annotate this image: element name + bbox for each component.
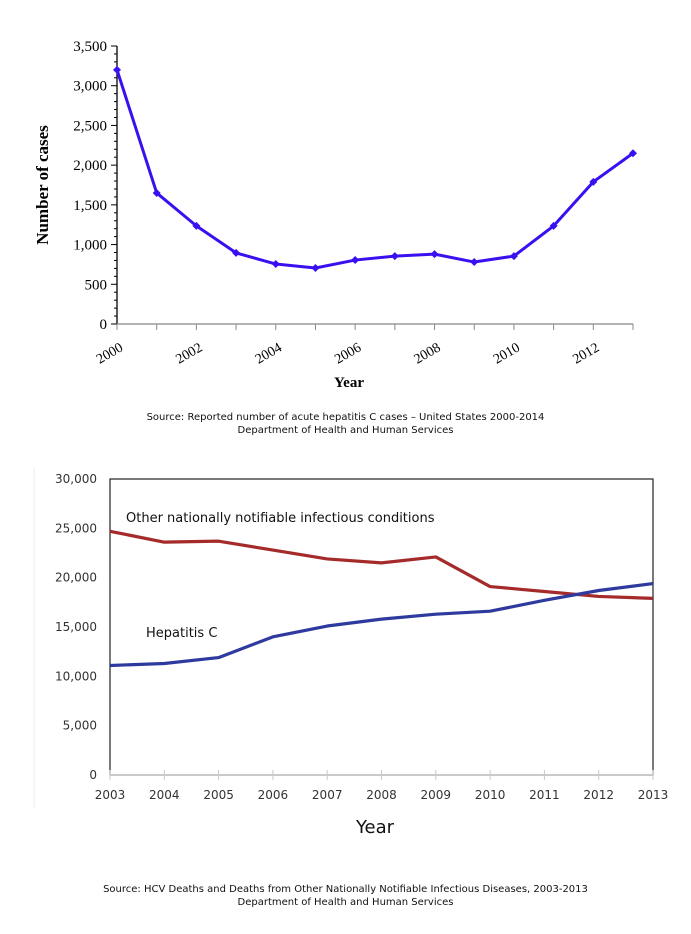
data-point-marker [629,149,637,158]
data-point-marker [351,256,360,265]
y-tick-label: 2,500 [73,118,107,134]
x-tick-label: 2004 [149,788,180,802]
data-point-marker [152,188,161,197]
x-tick-label: 2003 [95,788,126,802]
data-point-marker [192,221,201,230]
x-tick-label: 2007 [312,788,343,802]
x-tick-label: 2005 [203,788,234,802]
x-tick-label: 2012 [583,788,614,802]
data-point-marker [390,252,399,261]
x-tick-label: 2006 [258,788,289,802]
series-line-acute-cases [115,69,634,270]
y-axis-label: Number of cases [33,125,52,245]
data-point-marker [232,248,241,257]
chart2-department-line: Department of Health and Human Services [237,897,454,908]
y-tick-label: 30,000 [55,472,97,486]
annotation-other-conditions: Other nationally notifiable infectious c… [126,511,435,526]
chart2-caption: Source: HCV Deaths and Deaths from Other… [0,883,691,909]
y-tick-label: 0 [89,768,97,782]
data-point-marker [113,65,121,74]
y-tick-label: 20,000 [55,571,97,585]
x-tick-label: 2010 [475,788,506,802]
annotation-hepatitis-c: Hepatitis C [146,626,217,641]
y-tick-label: 500 [85,277,108,293]
series-line-hepatitis-c [109,581,654,668]
x-axis-label: Year [355,817,395,838]
x-tick-label: 2009 [421,788,452,802]
y-tick-label: 1,500 [73,198,107,214]
x-axis-label: Year [334,375,364,391]
series-line-other-conditions [109,529,654,600]
x-tick-label: 2008 [366,788,397,802]
x-tick-label: 2013 [638,788,669,802]
y-tick-label: 1,000 [73,238,107,254]
y-tick-label: 25,000 [55,521,97,535]
y-tick-label: 15,000 [55,620,97,634]
data-point-marker [430,250,439,259]
data-point-marker [311,264,320,273]
y-tick-label: 10,000 [55,669,97,683]
chart1-department-line: Department of Health and Human Services [237,425,454,436]
y-tick-label: 5,000 [63,719,97,733]
y-tick-label: 2,000 [73,158,107,174]
chart1-source-line: Source: Reported number of acute hepatit… [146,412,545,423]
y-tick-label: 3,500 [73,39,107,55]
data-point-marker [271,260,280,269]
y-tick-label: 3,000 [73,79,107,95]
data-point-marker [549,221,558,230]
data-point-marker [509,252,518,261]
y-tick-label: 0 [100,317,108,333]
hcv-deaths-chart: 0 5,000 10,000 15,000 20,000 25,000 30,000 2003… [33,467,669,838]
x-tick-label: 2011 [529,788,560,802]
chart2-source-line: Source: HCV Deaths and Deaths from Other… [103,884,588,895]
chart1-caption: Source: Reported number of acute hepatit… [0,411,691,437]
data-point-marker [470,258,479,267]
data-point-marker [589,177,598,186]
